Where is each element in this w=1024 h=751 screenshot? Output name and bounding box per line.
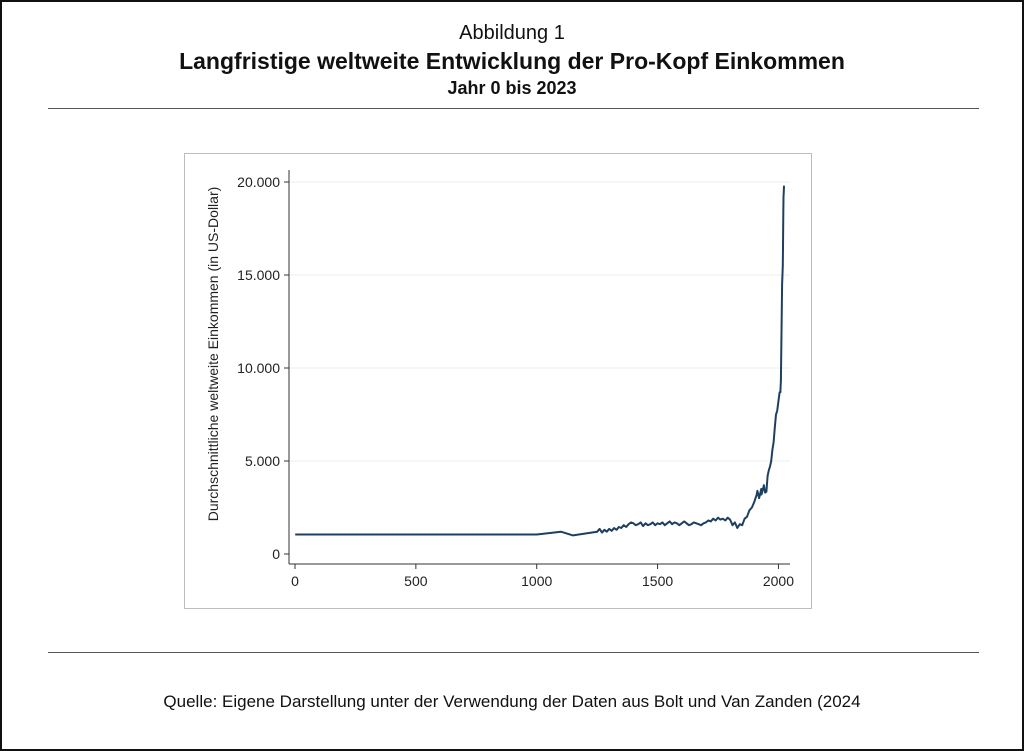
top-divider	[48, 108, 979, 109]
figure-title: Langfristige weltweite Entwicklung der P…	[179, 48, 845, 74]
title-block: Abbildung 1 Langfristige weltweite Entwi…	[2, 20, 1022, 100]
y-tick-label-2: 10.000	[237, 360, 280, 376]
plot-box: 0 5.000 10.000 15.000 20.000 0 500 1000 1500 2000…	[184, 153, 812, 609]
y-axis-title: Durchschnittliche weltweite Einkommen (i…	[205, 187, 221, 522]
x-tick-label-1: 500	[404, 573, 428, 589]
line-chart: 0 5.000 10.000 15.000 20.000 0 500 1000 1500 2000…	[205, 170, 794, 589]
figure-label: Abbildung 1	[459, 22, 565, 44]
y-tick-label-4: 20.000	[237, 174, 280, 190]
y-tick-label-0: 0	[272, 546, 280, 562]
bottom-divider	[48, 652, 979, 653]
y-tick-label-1: 5.000	[245, 453, 280, 469]
y-tick-label-3: 15.000	[237, 267, 280, 283]
x-tick-label-4: 2000	[763, 573, 794, 589]
figure-subtitle: Jahr 0 bis 2023	[447, 78, 577, 98]
x-tick-label-2: 1000	[521, 573, 552, 589]
x-tick-label-3: 1500	[642, 573, 673, 589]
series-line-0	[295, 185, 785, 537]
x-tick-label-0: 0	[291, 573, 299, 589]
source-note: Quelle: Eigene Darstellung unter der Ver…	[163, 692, 861, 711]
